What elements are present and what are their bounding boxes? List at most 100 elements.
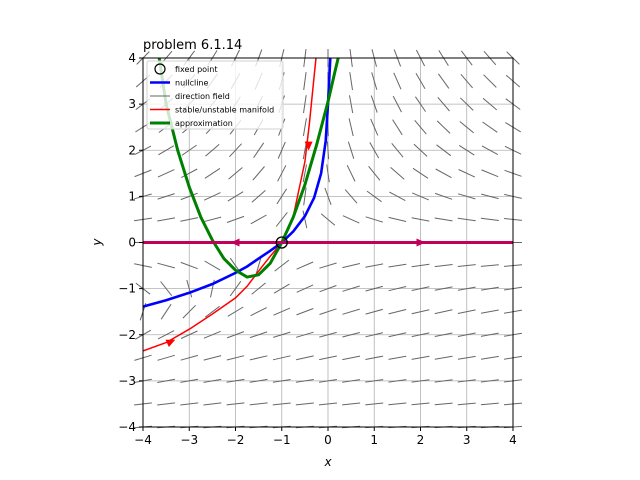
direction-field-segment: [204, 260, 221, 271]
direction-field-segment: [295, 402, 314, 406]
y-tick-label: −2: [118, 328, 136, 342]
approximation-line: [157, 58, 340, 279]
direction-field-segment: [342, 402, 361, 406]
direction-field-segment: [319, 355, 337, 361]
direction-field-segment: [388, 332, 407, 338]
direction-field-segment: [415, 73, 426, 90]
direction-field-segment: [250, 307, 267, 317]
direction-field-segment: [180, 378, 199, 383]
direction-field-segment: [365, 379, 384, 383]
direction-field-segment: [480, 309, 499, 314]
direction-field-segment: [319, 285, 337, 293]
direction-field-segment: [342, 379, 361, 383]
y-tick-label: 3: [128, 97, 136, 111]
direction-field-segment: [203, 378, 222, 383]
direction-field-segment: [157, 354, 175, 361]
direction-field-segment: [434, 286, 453, 291]
direction-field-segment: [180, 217, 199, 222]
y-tick-label: 0: [128, 236, 136, 250]
direction-field-segment: [348, 118, 354, 137]
direction-field-segment: [457, 217, 476, 222]
direction-field-segment: [227, 191, 244, 202]
fixed-point-marker: [275, 236, 288, 249]
direction-field-segment: [365, 263, 384, 268]
direction-field-segment: [318, 402, 338, 406]
direction-field-segment: [275, 212, 288, 227]
direction-field-segment: [319, 308, 337, 315]
direction-field-segment: [157, 378, 176, 383]
direction-field-segment: [369, 142, 380, 159]
direction-field-segment: [229, 143, 242, 158]
direction-field-segment: [436, 144, 452, 157]
direction-field-segment: [277, 141, 286, 159]
direction-field-segment: [434, 192, 453, 200]
direction-field-segment: [411, 217, 430, 222]
direction-field-segment: [226, 378, 245, 383]
direction-field-segment: [295, 379, 314, 383]
direction-field-segment: [253, 142, 265, 158]
legend-label: fixed point: [175, 65, 217, 74]
direction-field-segment: [203, 192, 221, 201]
direction-field-segment: [272, 355, 291, 361]
direction-field-segment: [181, 168, 198, 179]
direction-field-segment: [302, 210, 308, 229]
direction-field-segment: [249, 331, 268, 339]
direction-field-segment: [277, 165, 287, 182]
direction-field-segment: [273, 331, 291, 338]
direction-field-segment: [319, 331, 337, 338]
direction-field-segment: [319, 379, 337, 383]
legend-box: [146, 60, 284, 130]
direction-field-segment: [392, 95, 402, 113]
direction-field-segment: [480, 264, 499, 267]
direction-field-segment: [342, 308, 360, 315]
direction-field-segment: [393, 72, 402, 90]
direction-field-segment: [249, 355, 268, 361]
y-axis-label: y: [90, 238, 104, 247]
direction-field-segment: [203, 216, 222, 223]
direction-field-segment: [303, 72, 307, 91]
direction-field-segment: [391, 142, 404, 158]
direction-field-segment: [157, 262, 175, 269]
x-tick-label: 3: [463, 433, 471, 447]
direction-field-segment: [250, 214, 267, 225]
y-tick-label: 1: [128, 189, 136, 203]
direction-field-segment: [411, 402, 430, 406]
direction-field-segment: [388, 263, 407, 268]
direction-field-segment: [157, 217, 176, 222]
direction-field-segment: [457, 193, 476, 200]
direction-field-segment: [368, 165, 381, 181]
direction-field-segment: [412, 167, 429, 179]
direction-field-segment: [457, 309, 476, 314]
direction-field-segment: [157, 193, 175, 200]
direction-field-segment: [347, 141, 355, 159]
direction-field-segment: [324, 187, 332, 205]
direction-field-segment: [434, 355, 453, 360]
direction-field-segment: [392, 119, 403, 136]
direction-field-segment: [365, 402, 384, 406]
direction-field-segment: [388, 216, 407, 222]
direction-field-segment: [483, 74, 497, 88]
direction-field-segment: [388, 379, 407, 383]
direction-field-segment: [180, 354, 199, 361]
direction-field-segment: [274, 259, 290, 272]
direction-field-segment: [459, 97, 474, 111]
direction-field-segment: [157, 402, 176, 406]
direction-field-segment: [303, 187, 307, 206]
direction-field-segment: [249, 378, 268, 383]
direction-field-segment: [186, 279, 193, 298]
direction-field: [133, 49, 523, 429]
direction-field-segment: [388, 309, 407, 315]
direction-field-segment: [226, 355, 245, 361]
direction-field-segment: [180, 261, 198, 270]
direction-field-segment: [480, 286, 499, 291]
direction-field-segment: [273, 283, 290, 294]
nullcline-line: [143, 58, 332, 308]
direction-field-segment: [411, 355, 430, 360]
direction-field-segment: [480, 379, 499, 383]
direction-field-segment: [414, 96, 427, 112]
direction-field-segment: [227, 306, 244, 317]
direction-field-segment: [342, 263, 361, 269]
manifold-arrow: [304, 141, 313, 151]
direction-field-segment: [226, 402, 245, 406]
